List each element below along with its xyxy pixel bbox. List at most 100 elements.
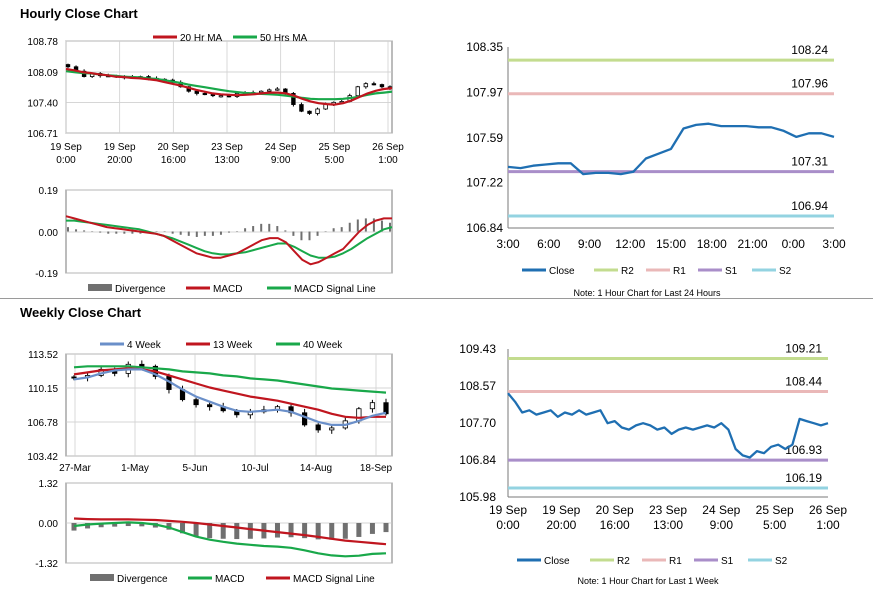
weekly-price-xtick: 5-Jun [182, 463, 207, 474]
hourly-price-xtick-time: 13:00 [214, 155, 239, 166]
hourly-price-xtick-date: 25 Sep [318, 142, 350, 153]
weekly-pivot-xtick-time: 1:00 [816, 518, 840, 532]
weekly-pivot-ytick: 107.70 [459, 416, 496, 430]
weekly-legend-divergence-label: Divergence [117, 574, 168, 585]
weekly-price-ytick: 106.78 [27, 418, 58, 429]
weekly-divergence-bar [166, 523, 172, 530]
hourly-legend-divergence-swatch [88, 284, 112, 291]
weekly-candle [207, 404, 213, 408]
hourly-pivot-xtick: 9:00 [578, 237, 602, 251]
weekly-candle [193, 399, 199, 406]
weekly-divergence-bar [139, 523, 145, 527]
weekly-divergence-bar [247, 523, 253, 539]
weekly-divergence-bar [193, 523, 199, 537]
hourly-divergence-bar [219, 231, 222, 235]
hourly-pivot-xtick: 3:00 [496, 237, 520, 251]
hourly-legend-macd-label: MACD [213, 284, 242, 295]
hourly-divergence-bar [300, 231, 303, 241]
hourly-candle [315, 108, 320, 114]
hourly-price-ytick: 107.40 [27, 99, 58, 110]
hourly-divergence-bar [364, 218, 367, 232]
hourly-divergence-bar [308, 231, 311, 241]
hourly-divergence-bar [324, 231, 327, 232]
hourly-price-xtick-date: 19 Sep [104, 142, 136, 153]
hourly-divergence-bar [348, 222, 351, 232]
weekly-section-title: Weekly Close Chart [20, 305, 142, 320]
weekly-pivot-ytick: 105.98 [459, 490, 496, 504]
hourly-divergence-bar [163, 231, 166, 232]
hourly-candle [299, 104, 304, 112]
weekly-divergence-bar [207, 523, 213, 539]
hourly-divergence-bar [123, 231, 126, 234]
hourly-divergence-bar [380, 220, 383, 232]
hourly-divergence-bar [171, 231, 174, 234]
hourly-macd-ytick: -0.19 [35, 269, 58, 280]
weekly-divergence-bar [85, 523, 91, 529]
hourly-divergence-bar [284, 230, 287, 232]
hourly-candle [65, 64, 71, 68]
weekly-candle [329, 427, 335, 431]
hourly-divergence-bar [316, 231, 319, 236]
weekly-legend-signal-label: MACD Signal Line [293, 574, 375, 585]
hourly-divergence-bar [332, 228, 335, 232]
hourly-divergence-bar [195, 231, 198, 237]
weekly-divergence-bar [342, 523, 348, 539]
hourly-candle [202, 93, 208, 96]
weekly-pivot-xtick-time: 20:00 [546, 518, 576, 532]
hourly-divergence-bar [107, 231, 110, 234]
hourly-divergence-bar [75, 229, 78, 232]
hourly-divergence-bar [131, 231, 134, 234]
hourly-pivot-ytick: 107.97 [466, 86, 503, 100]
hourly-macd-line [65, 215, 392, 266]
weekly-divergence-bar [234, 523, 240, 540]
hourly-price-ytick: 108.78 [27, 37, 58, 48]
hourly-pivot-legend-s1-label: S1 [725, 266, 738, 277]
weekly-pivot-legend-close-label: Close [544, 556, 570, 567]
weekly-divergence-bar [356, 523, 362, 537]
hourly-pivot-xtick: 21:00 [737, 237, 767, 251]
hourly-price-xtick-time: 5:00 [325, 155, 345, 166]
weekly-divergence-bar [288, 523, 294, 538]
weekly-price-xtick: 10-Jul [241, 463, 268, 474]
weekly-pivot-xtick-time: 0:00 [496, 518, 520, 532]
hourly-candle [275, 88, 280, 91]
hourly-pivot-legend-close-label: Close [549, 266, 575, 277]
hourly-price-ytick: 108.09 [27, 68, 58, 79]
hourly-pivot-legend-r1-label: R1 [673, 266, 686, 277]
hourly-divergence-bar [252, 226, 255, 232]
hourly-candle [218, 95, 224, 98]
weekly-candle [139, 363, 145, 367]
hourly-price-xtick-date: 24 Sep [265, 142, 297, 153]
hourly-pivot-xtick: 6:00 [537, 237, 561, 251]
hourly-divergence-bar [372, 218, 375, 232]
hourly-divergence-bar [67, 227, 69, 232]
hourly-pivot-close-line [507, 122, 835, 176]
hourly-pivot-legend-r2-label: R2 [621, 266, 634, 277]
weekly-pivot-close-line [507, 392, 829, 459]
weekly-pivot-ytick: 109.43 [459, 342, 496, 356]
weekly-pivot-legend-s1-label: S1 [721, 556, 734, 567]
hourly-divergence-bar [260, 223, 263, 232]
hourly-divergence-bar [356, 219, 359, 232]
weekly-pivot-legend-s2-label: S2 [775, 556, 788, 567]
weekly-macd-signal-line [73, 517, 387, 546]
hourly-divergence-bar [244, 228, 247, 232]
weekly-pivot-s1-label: 106.93 [785, 443, 822, 457]
hourly-price-xtick-time: 9:00 [271, 155, 291, 166]
weekly-divergence-bar [302, 523, 308, 539]
weekly-divergence-bar [315, 523, 321, 540]
weekly-pivot-xtick-date: 24 Sep [702, 503, 740, 517]
weekly-pivot-note: Note: 1 Hour Chart for Last 1 Week [578, 576, 719, 586]
weekly-price-xtick: 27-Mar [59, 463, 91, 474]
weekly-pivot-legend-r2-label: R2 [617, 556, 630, 567]
hourly-candle [194, 90, 199, 94]
weekly-ma4-line [73, 368, 387, 426]
hourly-divergence-bar [292, 231, 295, 236]
weekly-pivot-ytick: 108.57 [459, 379, 496, 393]
weekly-pivot-xtick-date: 25 Sep [756, 503, 794, 517]
hourly-pivot-xtick: 3:00 [822, 237, 846, 251]
weekly-pivot-ytick: 106.84 [459, 453, 496, 467]
weekly-divergence-bar [329, 523, 335, 540]
weekly-legend-ma13-label: 13 Week [213, 340, 253, 351]
